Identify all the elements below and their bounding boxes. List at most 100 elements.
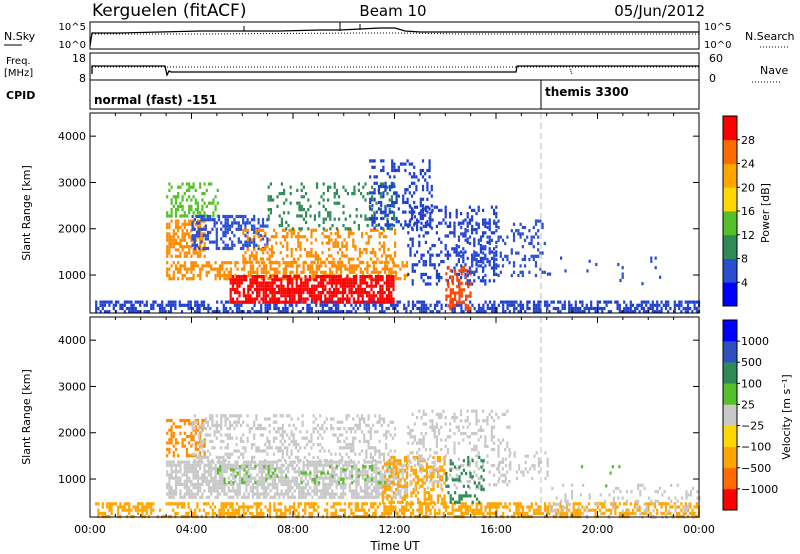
heatmap-cell xyxy=(308,505,311,509)
power-heatmap-cells xyxy=(95,159,701,314)
heatmap-cell xyxy=(449,511,452,515)
heatmap-cell xyxy=(388,204,392,208)
heatmap-cell xyxy=(220,502,223,506)
heatmap-cell xyxy=(244,251,247,255)
heatmap-cell xyxy=(248,243,251,247)
heatmap-cell xyxy=(388,198,391,202)
heatmap-cell xyxy=(541,225,544,230)
heatmap-cell xyxy=(335,300,338,304)
heatmap-cell xyxy=(355,473,358,477)
noise-tick-high-right: 10^5 xyxy=(704,22,731,33)
heatmap-cell xyxy=(108,502,111,506)
heatmap-cell xyxy=(621,266,624,270)
heatmap-cell xyxy=(188,454,191,458)
heatmap-cell xyxy=(473,279,476,283)
heatmap-cell xyxy=(181,441,184,445)
heatmap-cell xyxy=(204,417,207,421)
heatmap-cell xyxy=(339,508,342,512)
heatmap-cell xyxy=(318,201,321,205)
heatmap-cell xyxy=(468,205,471,209)
heatmap-cell xyxy=(215,237,218,241)
heatmap-cell xyxy=(268,511,272,515)
heatmap-cell xyxy=(411,228,414,232)
heatmap-cell xyxy=(298,204,301,208)
heatmap-cell xyxy=(216,188,219,192)
heatmap-cell xyxy=(258,264,261,268)
heatmap-cell xyxy=(399,223,403,227)
heatmap-cell xyxy=(275,291,278,295)
heatmap-cell xyxy=(693,306,696,311)
heatmap-cell xyxy=(224,218,227,222)
heatmap-cell xyxy=(306,238,309,242)
heatmap-cell xyxy=(339,486,343,490)
heatmap-cell xyxy=(183,431,186,435)
heatmap-cell xyxy=(306,479,310,483)
heatmap-cell xyxy=(238,284,241,288)
heatmap-cell xyxy=(537,248,540,252)
heatmap-cell xyxy=(319,275,322,279)
heatmap-cell xyxy=(260,310,263,314)
heatmap-cell xyxy=(213,505,217,509)
heatmap-cell xyxy=(271,495,274,499)
heatmap-cell xyxy=(528,229,531,233)
heatmap-cell xyxy=(521,225,524,230)
heatmap-cell xyxy=(194,188,197,192)
heatmap-cell xyxy=(330,310,333,314)
heatmap-cell xyxy=(310,511,313,515)
heatmap-cell xyxy=(471,208,474,212)
heatmap-cell xyxy=(317,511,320,515)
heatmap-cell xyxy=(388,287,391,291)
heatmap-cell xyxy=(603,300,606,304)
heatmap-cell xyxy=(225,470,228,474)
heatmap-cell xyxy=(258,294,261,298)
heatmap-cell xyxy=(101,511,104,515)
heatmap-cell xyxy=(528,300,531,304)
heatmap-cell xyxy=(501,264,505,268)
heatmap-cell xyxy=(168,460,171,464)
heatmap-cell xyxy=(504,310,507,314)
heatmap-cell xyxy=(260,511,263,515)
heatmap-cell xyxy=(170,208,173,212)
heatmap-cell xyxy=(205,495,208,499)
heatmap-cell xyxy=(282,291,285,295)
heatmap-cell xyxy=(320,492,323,496)
heatmap-cell xyxy=(209,306,212,311)
heatmap-cell xyxy=(526,505,529,509)
heatmap-cell xyxy=(181,198,184,202)
heatmap-cell xyxy=(466,269,469,273)
heatmap-cell xyxy=(229,511,232,515)
heatmap-cell xyxy=(242,228,245,232)
heatmap-cell xyxy=(267,287,270,291)
heatmap-cell xyxy=(167,502,170,506)
heatmap-cell xyxy=(352,281,355,285)
heatmap-cell xyxy=(273,281,276,285)
heatmap-cell xyxy=(170,418,173,423)
heatmap-cell xyxy=(455,508,459,512)
heatmap-cell xyxy=(332,502,335,506)
heatmap-cell xyxy=(275,275,278,279)
heatmap-cell xyxy=(471,218,474,222)
heatmap-cell xyxy=(200,240,203,244)
heatmap-cell xyxy=(188,208,191,212)
heatmap-cell xyxy=(367,303,371,307)
heatmap-cell xyxy=(537,306,540,311)
heatmap-cell xyxy=(392,300,395,304)
heatmap-cell xyxy=(371,220,374,224)
heatmap-cell xyxy=(353,492,356,496)
heatmap-cell xyxy=(460,502,463,506)
heatmap-cell xyxy=(572,505,575,509)
heatmap-cell xyxy=(341,294,344,298)
heatmap-cell xyxy=(374,511,377,515)
heatmap-cell xyxy=(372,463,376,467)
heatmap-cell xyxy=(281,257,284,261)
heatmap-cell xyxy=(420,505,423,509)
heatmap-cell xyxy=(277,306,280,311)
heatmap-cell xyxy=(188,434,191,439)
heatmap-cell xyxy=(475,511,478,515)
heatmap-cell xyxy=(290,228,293,232)
heatmap-cell xyxy=(166,447,169,451)
heatmap-cell xyxy=(326,300,329,304)
heatmap-cell xyxy=(658,502,661,506)
heatmap-cell xyxy=(374,284,377,288)
heatmap-cell xyxy=(383,482,387,487)
